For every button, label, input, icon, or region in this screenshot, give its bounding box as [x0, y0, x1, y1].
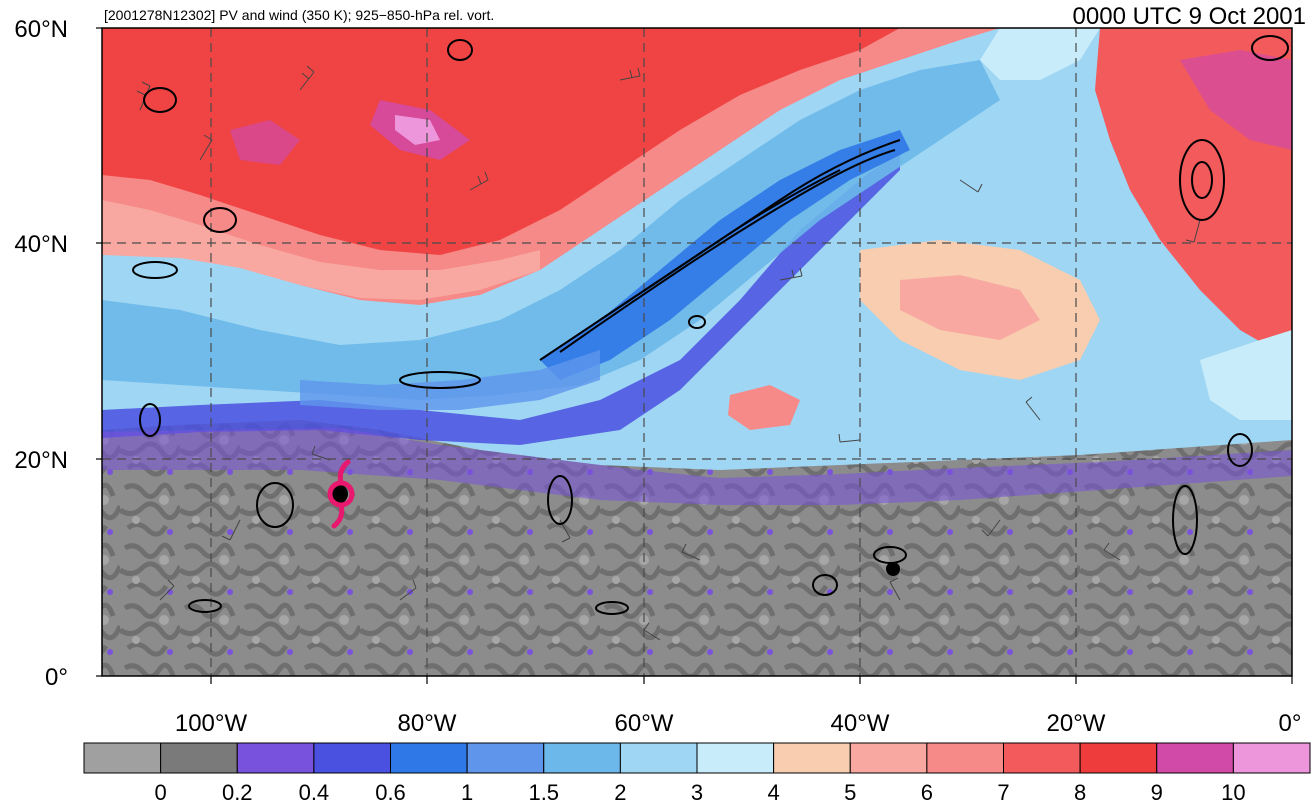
lat-label-60n: 60°N — [14, 16, 68, 43]
colorbar-swatch — [773, 742, 851, 774]
lon-label-100w: 100°W — [175, 710, 248, 737]
tropical-cyclone-symbol — [327, 459, 355, 529]
axis-ticks — [96, 27, 1293, 684]
colorbar-label: 4 — [768, 780, 780, 804]
colorbar: 0 0.2 0.4 0.6 1 1.5 2 3 4 5 6 7 8 9 10 — [83, 742, 1311, 804]
colorbar-swatch — [390, 742, 468, 774]
colorbar-label: 7 — [997, 780, 1009, 804]
colorbar-label: 1 — [461, 780, 473, 804]
colorbar-label: 6 — [921, 780, 933, 804]
colorbar-label: 9 — [1151, 780, 1163, 804]
colorbar-swatch — [236, 742, 315, 774]
wind-barbs — [136, 65, 1201, 641]
colorbar-swatch — [160, 742, 238, 774]
colorbar-label: 10 — [1221, 780, 1245, 804]
colorbar-swatch — [1003, 742, 1081, 774]
left-title: [2001278N12302] PV and wind (350 K); 925… — [104, 7, 494, 23]
colorbar-swatch — [543, 742, 621, 774]
lon-label-60w: 60°W — [615, 710, 674, 737]
lat-label-20n: 20°N — [14, 447, 68, 474]
colorbar-label: 0.4 — [299, 780, 330, 804]
vorticity-contours — [132, 35, 1289, 615]
colorbar-swatch — [849, 742, 928, 774]
colorbar-swatch — [466, 742, 545, 774]
lat-label-40n: 40°N — [14, 231, 68, 258]
colorbar-swatch — [313, 742, 391, 774]
colorbar-swatch — [696, 742, 775, 774]
colorbar-swatch — [83, 742, 162, 774]
colorbar-label: 8 — [1074, 780, 1086, 804]
plot-frame — [101, 27, 1293, 677]
lon-label-40w: 40°W — [831, 710, 890, 737]
colorbar-label: 3 — [691, 780, 703, 804]
pv-shading — [102, 28, 1292, 676]
colorbar-swatch — [1079, 742, 1158, 774]
colorbar-label: 5 — [844, 780, 856, 804]
lon-label-0: 0° — [1279, 710, 1302, 737]
graticule — [102, 28, 1292, 676]
colorbar-label: 0.6 — [375, 780, 406, 804]
lon-label-20w: 20°W — [1047, 710, 1106, 737]
lon-label-80w: 80°W — [398, 710, 457, 737]
colorbar-label: 1.5 — [528, 780, 559, 804]
colorbar-label: 0 — [155, 780, 167, 804]
colorbar-swatch — [1232, 742, 1311, 774]
colorbar-label: 2 — [614, 780, 626, 804]
colorbar-swatch — [926, 742, 1004, 774]
colorbar-label: 0.2 — [222, 780, 253, 804]
lat-label-0: 0° — [45, 664, 68, 691]
colorbar-swatch — [619, 742, 698, 774]
right-title: 0000 UTC 9 Oct 2001 — [1073, 3, 1306, 30]
colorbar-swatch — [1156, 742, 1234, 774]
